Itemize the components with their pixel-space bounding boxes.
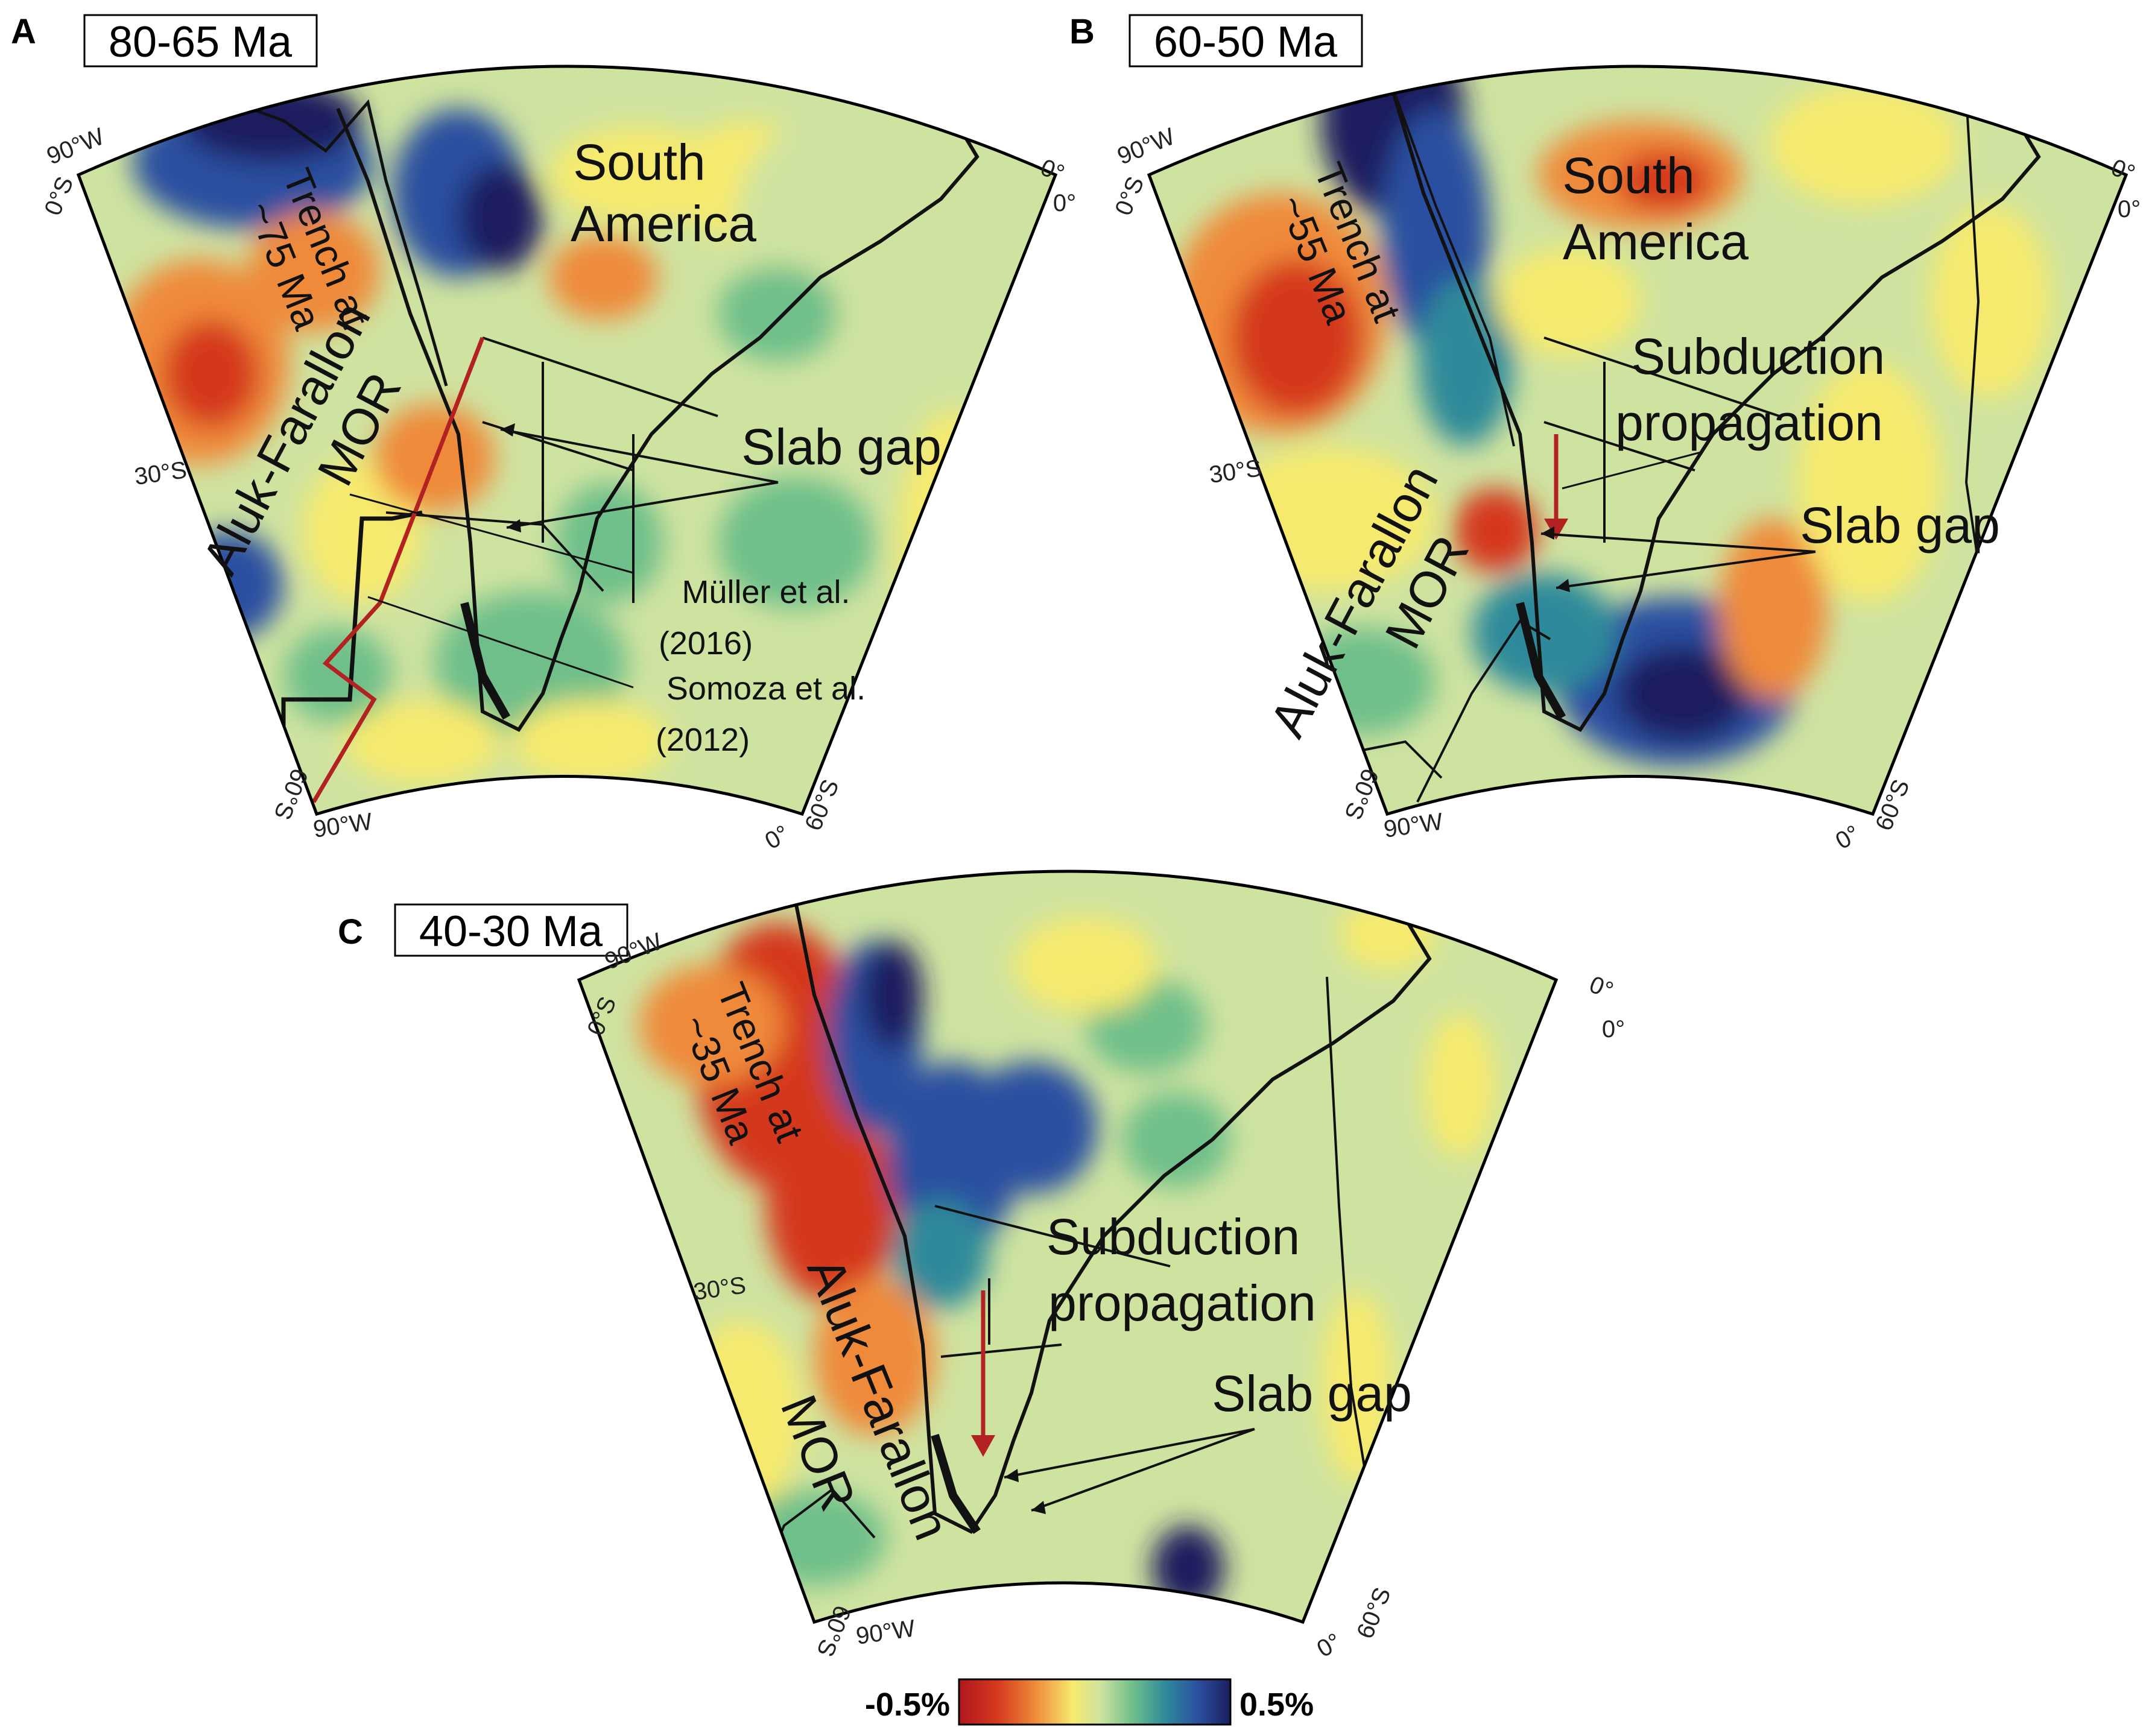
panel-a-slab-gap: Slab gap xyxy=(741,418,942,475)
panel-a-mid-lat: 30°S xyxy=(133,456,188,490)
panel-a-sw-lat: 60°S xyxy=(268,765,312,823)
panel-c-slab-gap-arrows xyxy=(1004,1428,1255,1512)
panel-b-continent-1: South xyxy=(1562,147,1695,204)
panel-c-se-lon: 0° xyxy=(1312,1628,1346,1662)
panel-c-frame xyxy=(577,870,1559,1624)
panel-b-ne-lon: 0° xyxy=(2118,196,2141,223)
panel-a-continent-1: South xyxy=(573,134,706,191)
panel-b-slab-gap-arrows xyxy=(1540,532,1816,589)
panel-a-nw-lat: 0°S xyxy=(39,173,78,219)
panel-a-ref2-2: (2012) xyxy=(656,722,750,758)
panel-c-ne-lat: 0° xyxy=(1586,971,1617,1004)
panel-c: C 40-30 Ma xyxy=(338,870,1625,1662)
panel-b-nw-lon: 90°W xyxy=(1113,123,1179,170)
colorbar-gradient xyxy=(958,1678,1232,1726)
panel-a-ref1-2: (2016) xyxy=(659,625,753,661)
panel-a-letter: A xyxy=(11,12,36,51)
panel-b-sw-lat: 60°S xyxy=(1339,765,1383,823)
panel-c-slab-gap: Slab gap xyxy=(1212,1365,1412,1422)
panel-a-frame xyxy=(76,65,1058,816)
panel-a-continent-2: America xyxy=(571,195,756,252)
panel-b-frame xyxy=(1147,65,2129,816)
colorbar: -0.5% 0.5% xyxy=(865,1678,1314,1726)
panel-c-title: 40-30 Ma xyxy=(419,907,603,956)
panel-b-subduction-1: Subduction xyxy=(1632,328,1885,385)
panel-b-nw-lat: 0°S xyxy=(1110,173,1149,219)
panel-c-subduction-2: propagation xyxy=(1048,1275,1316,1331)
panel-c-se-lat: 60°S xyxy=(1352,1583,1396,1642)
panel-b-se-lon: 0° xyxy=(1831,820,1864,854)
panel-b-continent-2: America xyxy=(1563,213,1749,270)
panel-b-title-box xyxy=(1128,14,1363,68)
panel-a-slab-gap-arrows xyxy=(500,428,779,529)
panel-c-subduction-1: Subduction xyxy=(1046,1208,1300,1265)
panel-b-mid-lat: 30°S xyxy=(1208,455,1263,488)
panel-a-ref1-1: Müller et al. xyxy=(682,574,850,610)
panel-b: B 60-50 Ma xyxy=(1069,12,2141,854)
panel-c-title-box xyxy=(394,903,628,957)
panel-c-sw-lon: 90°W xyxy=(854,1615,917,1649)
panel-a-title-box xyxy=(83,14,318,68)
colorbar-min-label: -0.5% xyxy=(865,1687,950,1723)
panel-b-subduction-2: propagation xyxy=(1615,394,1883,451)
panel-a-ne-lon: 0° xyxy=(1053,190,1076,216)
panel-a-se-lon: 0° xyxy=(761,820,794,854)
panel-c-ne-lon: 0° xyxy=(1602,1016,1625,1043)
panel-a-nw-lon: 90°W xyxy=(43,123,108,170)
panel-a-title: 80-65 Ma xyxy=(109,18,293,66)
colorbar-max-label: 0.5% xyxy=(1239,1687,1314,1723)
panel-b-title: 60-50 Ma xyxy=(1154,18,1338,66)
panel-a: A 80-65 Ma xyxy=(11,12,1076,854)
panel-b-letter: B xyxy=(1069,12,1095,51)
panel-b-slab-gap: Slab gap xyxy=(1800,497,2000,554)
panel-c-letter: C xyxy=(338,912,363,952)
panel-a-ref2-1: Somoza et al. xyxy=(666,671,866,707)
